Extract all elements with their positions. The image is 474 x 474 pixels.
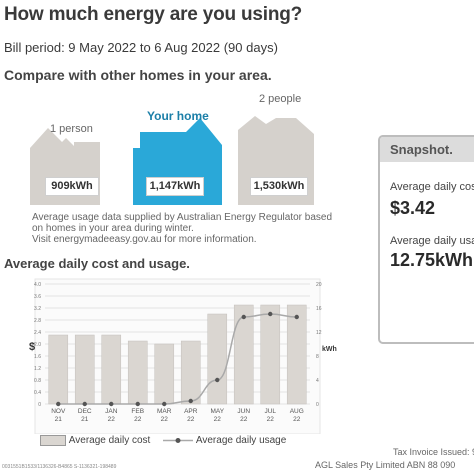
y-tick-label: 2.0 xyxy=(34,342,41,348)
x-tick-label: JUL xyxy=(264,408,276,415)
legend-swatch-cost xyxy=(40,435,66,446)
snapshot-cost-value: $3.42 xyxy=(390,198,436,218)
x-tick-label: NOV xyxy=(51,408,66,415)
legend-label-usage: Average daily usage xyxy=(195,435,287,446)
x-tick-label: AUG xyxy=(290,408,304,415)
y-axis-label: $ xyxy=(29,341,35,353)
x-tick-label: 22 xyxy=(267,416,275,423)
usage-point xyxy=(188,398,193,404)
compare-heading: Compare with other homes in your area. xyxy=(4,67,272,83)
cost-bar xyxy=(154,343,175,405)
y-tick-label: 0.8 xyxy=(34,378,41,384)
y-tick-label: 1.2 xyxy=(34,366,41,372)
x-tick-label: DEC xyxy=(78,408,92,415)
company-abn: AGL Sales Pty Limited ABN 88 090 xyxy=(315,460,456,470)
y2-tick-label: 8 xyxy=(316,354,319,360)
usage-your-home: 1,147kWh xyxy=(146,177,204,196)
legend-label-cost: Average daily cost xyxy=(68,435,151,446)
y2-tick-label: 0 xyxy=(316,402,319,408)
usage-point xyxy=(241,314,246,320)
y2-tick-label: 4 xyxy=(316,378,319,384)
note-line: Visit energymadeeasy.gov.au for more inf… xyxy=(32,234,257,245)
y2-axis-label: kWh xyxy=(322,346,337,353)
y-tick-label: 2.4 xyxy=(34,330,41,336)
y-tick-label: 0.4 xyxy=(34,390,41,396)
house-label-1-person: 1 person xyxy=(50,123,93,135)
note-line: Average usage data supplied by Australia… xyxy=(32,212,333,223)
y-tick-label: 0 xyxy=(38,402,41,408)
snapshot-cost-label: Average daily cos xyxy=(390,181,474,193)
x-tick-label: FEB xyxy=(131,408,144,415)
snapshot-usage-value: 12.75kWh xyxy=(390,250,474,270)
x-tick-label: 22 xyxy=(240,416,248,423)
x-tick-label: 21 xyxy=(55,416,63,423)
y-tick-label: 1.6 xyxy=(34,354,41,360)
usage-point xyxy=(215,377,220,383)
barcode-reference: 0031551B1533/1136326-B4865 S-1136321-198… xyxy=(2,464,117,470)
cost-bar xyxy=(48,334,69,405)
cost-bar xyxy=(260,304,281,405)
cost-bar xyxy=(74,334,95,405)
usage-1-person: 909kWh xyxy=(45,177,99,196)
x-tick-label: 21 xyxy=(81,416,89,423)
x-tick-label: JUN xyxy=(237,408,250,415)
y-tick-label: 3.2 xyxy=(34,306,41,312)
snapshot-header xyxy=(380,137,474,162)
cost-bar xyxy=(207,313,228,405)
y2-tick-label: 12 xyxy=(316,330,322,336)
snapshot-panel: Snapshot. Average daily cos $3.42 Averag… xyxy=(378,135,474,344)
cost-bar xyxy=(127,340,148,405)
usage-2-people: 1,530kWh xyxy=(250,177,308,196)
y2-tick-label: 20 xyxy=(316,282,322,288)
bill-period: Bill period: 9 May 2022 to 6 Aug 2022 (9… xyxy=(4,40,278,55)
house-label-your-home: Your home xyxy=(147,109,209,123)
note-line: on homes in your area during winter. xyxy=(32,223,194,234)
x-tick-label: MAY xyxy=(210,408,224,415)
x-tick-label: JAN xyxy=(105,408,118,415)
usage-point xyxy=(268,311,273,317)
usage-point xyxy=(294,314,299,320)
x-tick-label: 22 xyxy=(214,416,222,423)
house-label-2-people: 2 people xyxy=(259,93,302,105)
cost-usage-chart: 0 0.4 0.8 1.2 1.6 2.0 2.4 2.8 3.2 3.6 4.0 0 4 8 12 16 20… xyxy=(29,278,337,434)
y-tick-label: 4.0 xyxy=(34,282,41,288)
x-tick-label: 22 xyxy=(293,416,301,423)
usage-point xyxy=(135,401,140,407)
usage-data-note: Average usage data supplied by Australia… xyxy=(32,212,362,245)
x-tick-label: 22 xyxy=(187,416,195,423)
cost-bar xyxy=(286,304,307,405)
x-tick-label: 22 xyxy=(161,416,169,423)
cost-bar xyxy=(233,304,254,405)
x-tick-label: 22 xyxy=(108,416,116,423)
usage-point xyxy=(162,401,167,407)
tax-invoice-issued: Tax Invoice Issued: 9 A xyxy=(393,447,474,457)
y-tick-label: 2.8 xyxy=(34,318,41,324)
page-title: How much energy are you using? xyxy=(4,4,303,25)
y-tick-label: 3.6 xyxy=(34,294,41,300)
legend-swatch-usage xyxy=(163,438,194,443)
usage-point xyxy=(56,401,61,407)
cost-bar xyxy=(101,334,122,405)
x-tick-label: APR xyxy=(184,408,198,415)
y2-tick-label: 16 xyxy=(316,306,322,312)
chart-title: Average daily cost and usage. xyxy=(4,256,190,271)
snapshot-usage-label: Average daily usa xyxy=(390,235,474,247)
x-tick-label: 22 xyxy=(134,416,142,423)
chart-legend: Average daily cost Average daily usage xyxy=(40,435,286,446)
cost-bar xyxy=(180,340,201,405)
usage-point xyxy=(109,401,114,407)
usage-line xyxy=(58,313,297,405)
usage-point xyxy=(82,401,87,407)
x-tick-label: MAR xyxy=(157,408,172,415)
snapshot-title: Snapshot. xyxy=(390,142,453,157)
